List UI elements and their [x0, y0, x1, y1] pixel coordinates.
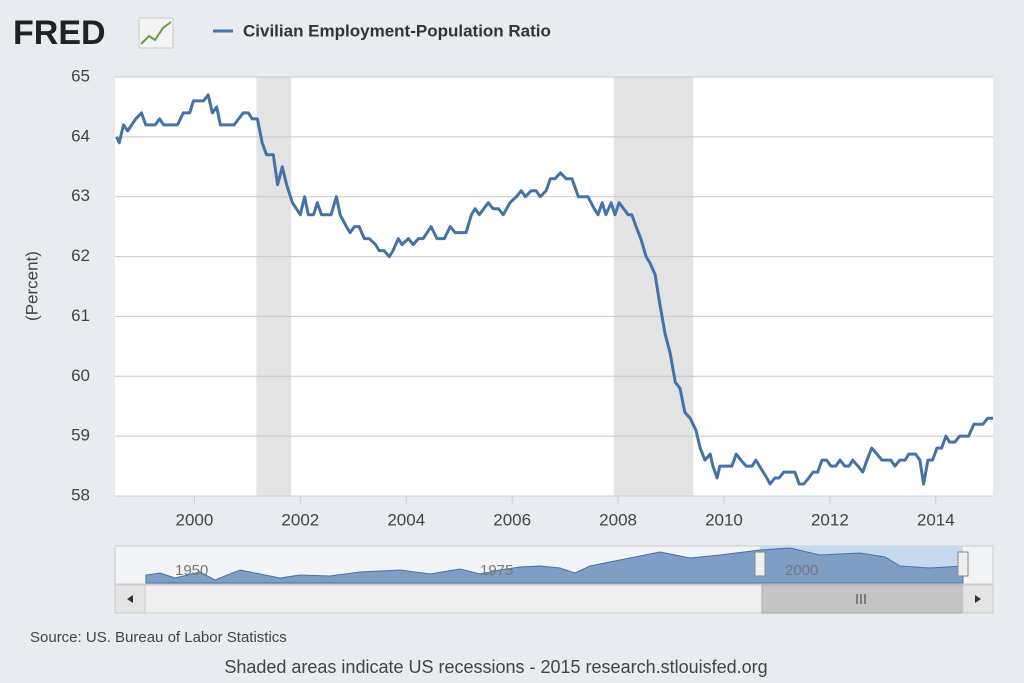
y-tick-label: 60 [71, 366, 90, 385]
y-tick-label: 59 [71, 426, 90, 445]
x-tick-label: 2004 [387, 510, 425, 529]
y-tick-label: 64 [71, 126, 90, 145]
plot-area [115, 77, 993, 496]
navigator-label: 1975 [480, 562, 513, 579]
x-tick-label: 2002 [281, 510, 319, 529]
x-tick-label: 2000 [176, 510, 214, 529]
x-tick-label: 2012 [811, 510, 849, 529]
y-tick-label: 63 [71, 186, 90, 205]
logo: FRED [13, 14, 106, 52]
scrollbar-grip [856, 594, 866, 604]
scroll-left-arrow [127, 595, 133, 603]
x-tick-label: 2008 [599, 510, 637, 529]
legend-label: Civilian Employment-Population Ratio [243, 21, 551, 40]
y-tick-label: 65 [71, 66, 90, 85]
x-tick-label: 2014 [917, 510, 955, 529]
source-note: Source: US. Bureau of Labor Statistics [30, 629, 287, 646]
navigator-handle[interactable] [957, 551, 969, 577]
navigator-handle[interactable] [754, 551, 766, 577]
data-line [115, 93, 993, 486]
navigator-label: 1950 [175, 562, 208, 579]
scrollbar-thumb[interactable] [761, 584, 964, 614]
scroll-right-arrow [975, 595, 981, 603]
y-axis-title: (Percent) [22, 251, 41, 321]
y-tick-label: 61 [71, 306, 90, 325]
recession-band [613, 77, 694, 496]
navigator-label: 2000 [785, 562, 818, 579]
x-tick-label: 2010 [705, 510, 743, 529]
y-tick-label: 62 [71, 246, 90, 265]
x-tick-label: 2006 [493, 510, 531, 529]
logo-icon [138, 17, 174, 49]
y-tick-label: 58 [71, 485, 90, 504]
footer-note: Shaded areas indicate US recessions - 20… [224, 657, 767, 677]
